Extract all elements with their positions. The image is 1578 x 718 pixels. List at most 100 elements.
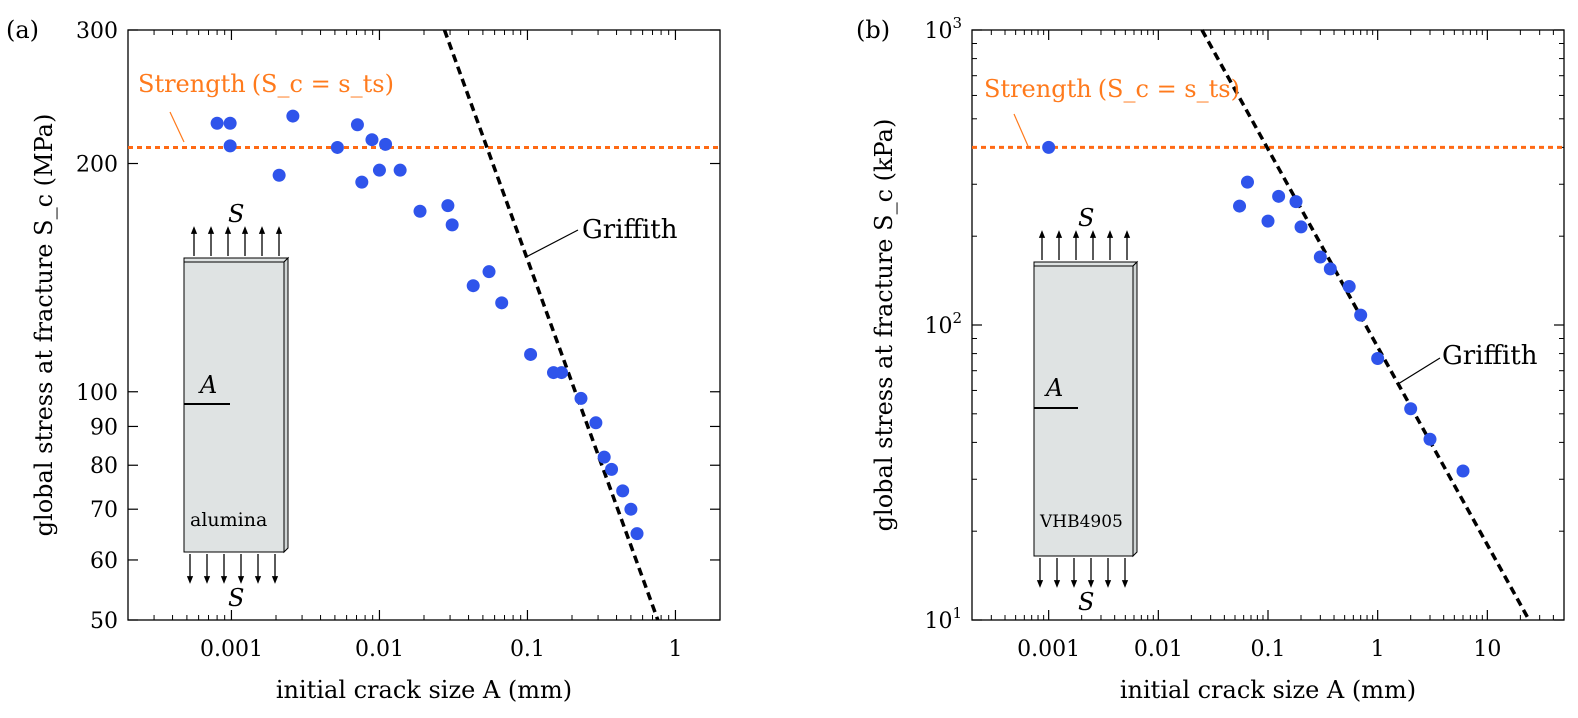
- data-point: [413, 204, 427, 218]
- data-point: [605, 462, 619, 476]
- y-tick-label: 80: [90, 454, 118, 479]
- data-point: [223, 139, 237, 153]
- x-tick-label: 0.1: [510, 637, 545, 662]
- panel-a-specimen-inset: A alumina S S: [183, 200, 290, 612]
- data-point: [495, 296, 509, 310]
- panel-a-strength-formula: (S_c = s_ts): [252, 70, 394, 98]
- x-tick-label: 1: [668, 637, 682, 662]
- y-tick-label: 100: [76, 381, 118, 406]
- panel-b-bottom-load-label: S: [1078, 588, 1094, 616]
- data-point: [1354, 308, 1368, 322]
- data-point: [372, 163, 386, 177]
- panel-b-strength-formula: (S_c = s_ts): [1098, 75, 1240, 103]
- data-point: [482, 265, 496, 279]
- panel-b-strength-label: Strength: [984, 75, 1092, 103]
- y-tick-label: 102: [924, 309, 962, 339]
- data-point: [524, 347, 538, 361]
- y-tick-exponent: 3: [952, 14, 962, 32]
- y-tick-label: 90: [90, 415, 118, 440]
- data-point: [1342, 280, 1356, 294]
- panel-a-strength-label: Strength: [138, 70, 246, 98]
- data-point: [1272, 189, 1286, 203]
- panel-a-crack-label: A: [198, 371, 217, 399]
- panel-b-griffith-label: Griffith: [1442, 341, 1538, 371]
- x-tick-label: 0.01: [355, 637, 404, 662]
- y-tick-label: 300: [76, 19, 118, 44]
- data-point: [1289, 195, 1303, 209]
- panel-a-bottom-load-label: S: [228, 584, 244, 612]
- x-tick-label: 0.001: [1017, 637, 1080, 662]
- panel-a-specimen-top-face: [183, 257, 290, 263]
- panel-b-specimen-body: [1033, 265, 1134, 557]
- panel-a-specimen-body: [183, 261, 285, 553]
- data-point: [393, 163, 407, 177]
- panel-a-specimen-name: alumina: [190, 509, 267, 531]
- data-point: [441, 199, 455, 213]
- y-tick-label: 103: [924, 14, 962, 44]
- panel-a-strength-leader: [169, 111, 185, 143]
- y-tick-base: 10: [924, 19, 952, 44]
- panel-a-label: (a): [6, 16, 39, 44]
- data-point: [630, 527, 644, 541]
- data-point: [272, 168, 286, 182]
- data-point: [355, 175, 369, 189]
- data-point: [1423, 432, 1437, 446]
- x-tick-label: 0.001: [200, 637, 263, 662]
- panel-b-strength-leader: [1013, 113, 1029, 147]
- data-point: [597, 450, 611, 464]
- y-tick-exponent: 2: [952, 309, 962, 327]
- data-point: [1294, 220, 1308, 234]
- panel-a-griffith-label: Griffith: [582, 215, 678, 245]
- y-tick-label: 50: [90, 609, 118, 634]
- x-tick-label: 10: [1473, 637, 1501, 662]
- panel-b-specimen-side-face: [1132, 260, 1138, 558]
- panel-b-data-points: [1042, 140, 1470, 478]
- data-point: [1371, 351, 1385, 365]
- data-point: [1323, 262, 1337, 276]
- data-point: [210, 116, 224, 130]
- panel-b-griffith-line: [1200, 29, 1531, 621]
- data-point: [1404, 402, 1418, 416]
- y-tick-base: 10: [924, 314, 952, 339]
- y-tick-label: 70: [90, 498, 118, 523]
- panel-b-specimen-top-face: [1033, 261, 1139, 267]
- data-point: [350, 118, 364, 132]
- panel-b-xlabel: initial crack size A (mm): [1120, 676, 1416, 704]
- data-point: [589, 416, 603, 430]
- data-point: [624, 502, 638, 516]
- data-point: [223, 116, 237, 130]
- data-point: [1261, 214, 1275, 228]
- panel-b-top-load-arrows: [1038, 230, 1131, 260]
- panel-a-ylabel: global stress at fracture S_c (MPa): [30, 114, 58, 537]
- data-point: [1240, 175, 1254, 189]
- data-point: [574, 391, 588, 405]
- panel-b-label: (b): [856, 16, 890, 44]
- panel-a-bottom-load-arrows: [186, 554, 279, 584]
- y-tick-label: 60: [90, 549, 118, 574]
- panel-b-ylabel: global stress at fracture S_c (kPa): [870, 119, 898, 532]
- panel-b-crack-label: A: [1044, 374, 1063, 402]
- y-tick-label: 200: [76, 153, 118, 178]
- x-tick-label: 0.1: [1251, 637, 1286, 662]
- panel-a-top-load-arrows: [190, 226, 283, 256]
- data-point: [1313, 250, 1327, 264]
- panel-b-griffith-leader: [1397, 357, 1441, 385]
- panel-a: (a) 0.001 0.01 0.1 1 50 60 70 80 90 100 200 300 A a…: [6, 16, 721, 704]
- y-tick-exponent: 1: [952, 604, 962, 622]
- data-point: [286, 109, 300, 123]
- panel-a-strength-annotation: Strength (S_c = s_ts): [138, 70, 394, 98]
- data-point: [1456, 464, 1470, 478]
- panel-a-specimen-side-face: [283, 256, 289, 554]
- panel-a-ticks: 0.001 0.01 0.1 1 50 60 70 80 90 100 200 300: [76, 19, 720, 662]
- panel-a-data-points: [210, 109, 644, 541]
- data-point: [330, 140, 344, 154]
- data-point: [379, 137, 393, 151]
- panel-b-specimen-name: VHB4905: [1039, 512, 1123, 532]
- x-tick-label: 0.01: [1134, 637, 1183, 662]
- panel-b-strength-annotation: Strength (S_c = s_ts): [984, 75, 1240, 103]
- panel-a-griffith-leader: [527, 229, 579, 257]
- data-point: [1042, 140, 1056, 154]
